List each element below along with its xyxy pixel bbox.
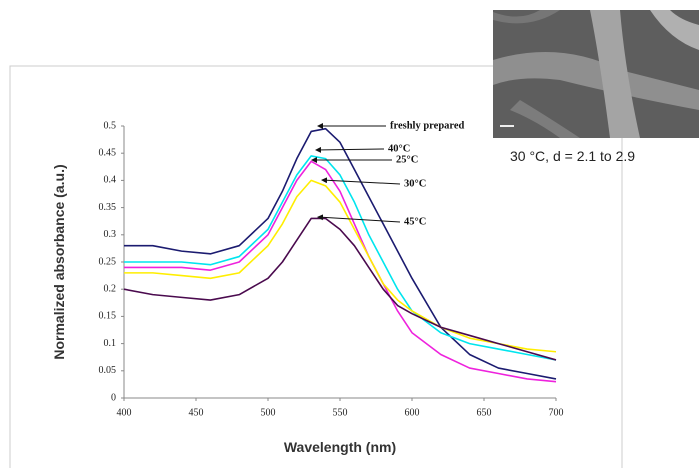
sem-image [493,10,699,138]
y-tick-label: 0.4 [104,175,117,186]
x-tick-label: 650 [477,407,492,418]
x-tick-label: 500 [261,407,276,418]
y-tick-label: 0.05 [99,365,117,376]
y-tick-label: 0.15 [99,311,117,322]
inset-caption: 30 °C, d = 2.1 to 2.9 [510,148,635,164]
y-axis-title: Normalized absorbance (a.u.) [51,164,67,359]
annotation-label: 30°C [404,178,426,189]
x-tick-label: 550 [333,407,348,418]
annotation-arrow [315,146,385,153]
series-line [124,179,557,353]
y-tick-label: 0.5 [104,120,117,131]
series-line [124,160,557,383]
annotation-label: freshly prepared [390,120,465,131]
annotation-label: 40°C [388,143,410,154]
x-tick-label: 600 [405,407,420,418]
y-tick-label: 0.45 [99,147,117,158]
series-line [124,155,557,361]
y-tick-label: 0.3 [104,229,117,240]
y-tick-label: 0.35 [99,202,117,213]
annotation-arrow [317,214,401,223]
y-tick-label: 0 [111,392,116,403]
series-line [123,217,557,361]
y-tick-label: 0.1 [104,338,117,349]
y-tick-label: 0.25 [99,256,117,267]
x-tick-label: 700 [549,407,564,418]
x-axis-title: Wavelength (nm) [284,439,396,455]
annotation-arrow [321,177,401,185]
y-tick-label: 0.2 [104,283,117,294]
annotation-label: 45°C [404,216,426,227]
x-tick-label: 450 [189,407,204,418]
series-line [124,127,557,380]
x-tick-label: 400 [117,407,132,418]
annotation-label: 25°C [396,154,418,165]
